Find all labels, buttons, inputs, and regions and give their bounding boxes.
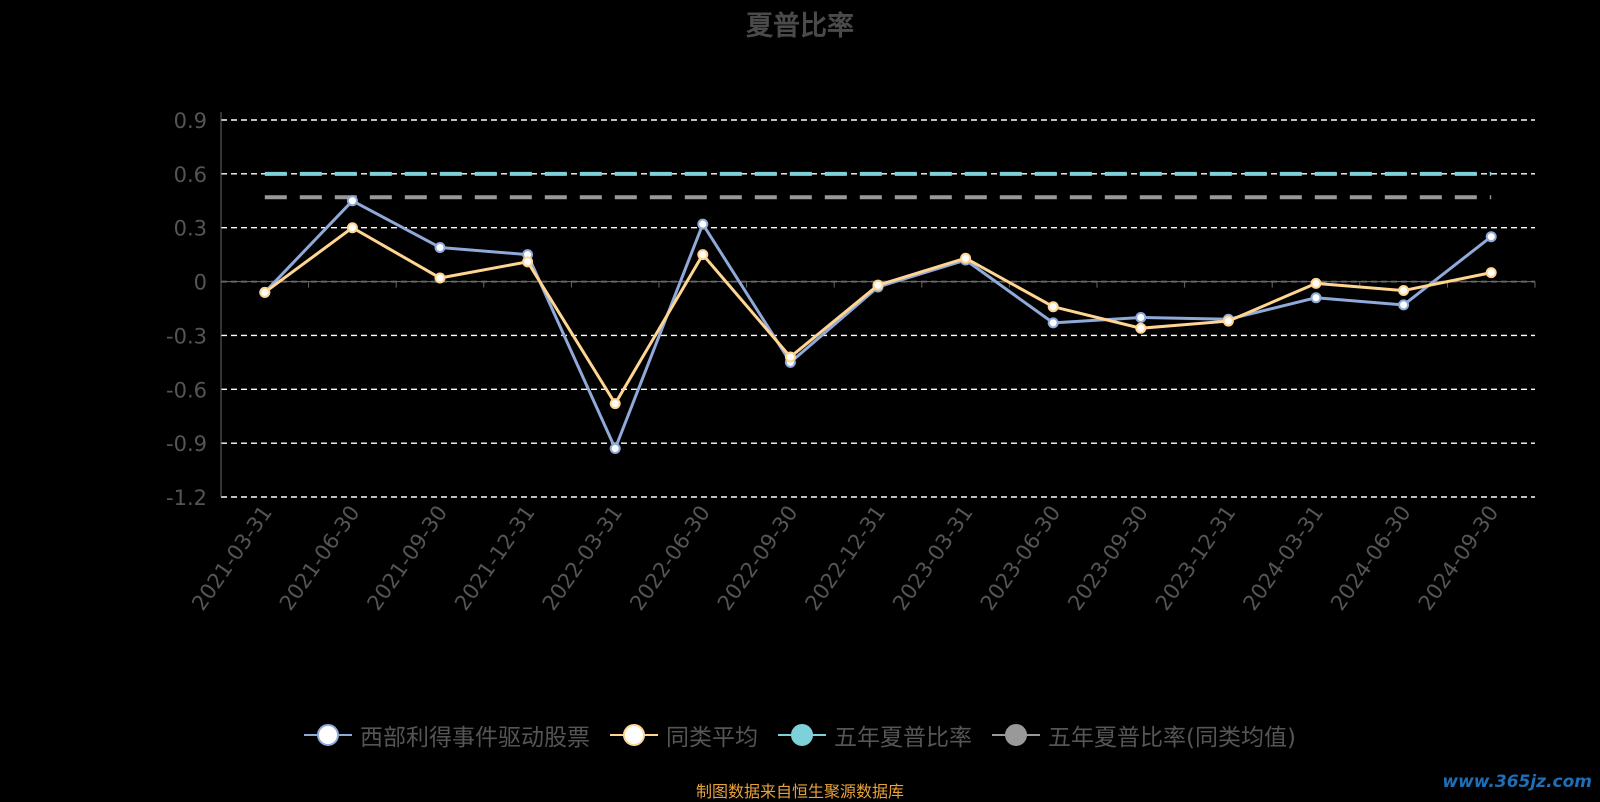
x-tick-label: 2021-06-30 <box>275 501 365 615</box>
y-tick-label: 0.6 <box>174 163 207 187</box>
legend-swatch-icon <box>992 723 1041 747</box>
x-tick-label: 2024-09-30 <box>1414 501 1504 615</box>
y-tick-label: -0.9 <box>166 432 207 456</box>
legend-item[interactable]: 五年夏普比率(同类均值) <box>992 718 1296 752</box>
data-point <box>697 249 709 261</box>
legend-label: 西部利得事件驱动股票 <box>360 725 591 751</box>
data-point <box>1135 311 1147 323</box>
legend-swatch-icon <box>610 723 659 747</box>
data-point <box>1398 285 1410 297</box>
data-point <box>346 195 358 207</box>
data-point <box>522 256 534 268</box>
series-line-1 <box>263 226 1492 406</box>
data-point <box>1310 292 1322 304</box>
data-point <box>1222 315 1234 327</box>
y-tick-label: 0.3 <box>174 217 207 241</box>
x-tick-label: 2023-03-31 <box>888 501 978 615</box>
legend-item[interactable]: 同类平均 <box>610 718 758 752</box>
y-tick-label: 0 <box>194 271 207 295</box>
x-tick-label: 2022-12-31 <box>800 501 890 615</box>
data-point <box>872 279 884 291</box>
chart-title: 夏普比率 <box>746 11 854 42</box>
data-point <box>346 222 358 234</box>
x-tick-label: 2022-09-30 <box>713 501 803 615</box>
data-point <box>434 272 446 284</box>
legend-label: 同类平均 <box>666 725 759 751</box>
legend-swatch-icon <box>778 723 827 747</box>
chart-legend: 西部利得事件驱动股票 同类平均 五年夏普比率 五年夏普比率(同类均值) <box>0 718 1600 752</box>
y-tick-label: 0.9 <box>174 109 207 133</box>
data-point <box>434 241 446 253</box>
x-tick-label: 2023-06-30 <box>976 501 1066 615</box>
data-point <box>697 218 709 230</box>
x-tick-label: 2023-12-31 <box>1151 501 1241 615</box>
legend-swatch-icon <box>304 723 353 747</box>
x-tick-label: 2021-12-31 <box>450 501 540 615</box>
data-point <box>1135 322 1147 334</box>
x-tick-label: 2024-06-30 <box>1326 501 1416 615</box>
data-point <box>1485 231 1497 243</box>
source-note: 制图数据来自恒生聚源数据库 <box>695 782 904 801</box>
x-tick-label: 2022-06-30 <box>625 501 715 615</box>
series-line-0 <box>263 199 1493 451</box>
x-tick-label: 2022-03-31 <box>538 501 628 615</box>
x-tick-label: 2021-03-31 <box>187 501 277 615</box>
data-point <box>1398 299 1410 311</box>
data-point <box>609 398 621 410</box>
data-point <box>1047 317 1059 329</box>
y-tick-label: -0.3 <box>166 324 207 348</box>
data-point <box>1047 301 1059 313</box>
legend-label: 五年夏普比率(同类均值) <box>1048 725 1296 751</box>
legend-label: 五年夏普比率 <box>834 725 973 751</box>
data-point <box>784 351 796 363</box>
x-tick-label: 2024-03-31 <box>1238 501 1328 615</box>
data-point <box>259 286 271 298</box>
watermark: www.365jz.com <box>1442 772 1592 792</box>
legend-item[interactable]: 五年夏普比率 <box>778 718 972 752</box>
y-tick-label: -0.6 <box>166 378 207 402</box>
data-point <box>1485 267 1497 279</box>
x-tick-label: 2021-09-30 <box>362 501 452 615</box>
data-point <box>960 252 972 264</box>
x-tick-label: 2023-09-30 <box>1063 501 1153 615</box>
legend-item[interactable]: 西部利得事件驱动股票 <box>304 718 590 752</box>
data-point <box>609 443 621 455</box>
data-point <box>1310 277 1322 289</box>
y-tick-label: -1.2 <box>166 486 207 510</box>
